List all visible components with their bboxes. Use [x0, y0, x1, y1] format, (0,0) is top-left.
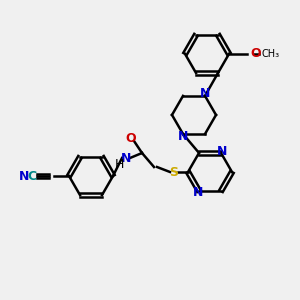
Text: O: O	[126, 131, 136, 145]
Text: N: N	[19, 169, 29, 182]
Text: H: H	[114, 158, 124, 170]
Text: S: S	[169, 166, 178, 178]
Text: CH₃: CH₃	[261, 49, 279, 59]
Text: N: N	[193, 186, 203, 199]
Text: C: C	[27, 169, 37, 182]
Text: N: N	[121, 152, 131, 166]
Text: N: N	[178, 130, 188, 142]
Text: O: O	[250, 47, 261, 60]
Text: N: N	[200, 87, 210, 101]
Text: N: N	[217, 146, 227, 158]
